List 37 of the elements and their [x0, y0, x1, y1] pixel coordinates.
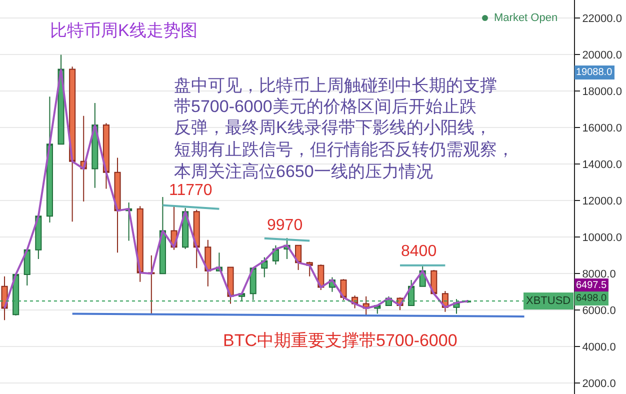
- candlestick: [148, 254, 155, 314]
- annotation: 短期有止跌信号，但行情能否反转仍需观察，: [174, 140, 514, 159]
- y-tick-label: 6000.0: [582, 304, 616, 317]
- y-tick-label: 10000.0: [582, 232, 622, 244]
- y-tick-label: 22000.0: [582, 13, 622, 26]
- annotation: 反弹，最终周K线录得带下影线的小阳线，: [174, 118, 492, 137]
- candlestick: [114, 157, 121, 254]
- y-tick-label: 2000.0: [582, 378, 616, 390]
- candlestick: [204, 239, 212, 287]
- candlestick: [35, 216, 42, 260]
- y-tick-label: 20000.0: [582, 50, 622, 62]
- candlestick: [46, 96, 53, 224]
- candlestick: [24, 249, 30, 286]
- annotation: 带5700-6000美元的价格区间后开始止跌: [174, 97, 476, 116]
- annotation: 9970: [267, 217, 303, 234]
- y-tick-label: 18000.0: [582, 86, 622, 98]
- candlestick: [136, 206, 144, 282]
- annotation: BTC中期重要支撑带5700-6000: [223, 331, 458, 350]
- annotation: Market Open: [494, 12, 558, 24]
- annotation: 本周关注高位6650一线的压力情况: [174, 162, 433, 181]
- candlestick: [193, 209, 200, 269]
- candlestick: [250, 268, 256, 301]
- annotation: 8400: [401, 243, 437, 260]
- candlestick: [69, 66, 76, 222]
- y-tick-label: 4000.0: [582, 341, 616, 354]
- annotation: 11770: [169, 182, 212, 199]
- y-tick-label: 16000.0: [582, 122, 622, 135]
- text: 比特币周K线走势图: [50, 20, 198, 40]
- y-tick-label: 8000.0: [582, 268, 616, 280]
- text: 6498.0: [576, 293, 608, 304]
- candlestick: [102, 122, 110, 190]
- ref-line-label: XBTUSD: [526, 295, 571, 307]
- y-tick-label: 12000.0: [582, 196, 622, 208]
- text: 19088.0: [576, 67, 613, 78]
- y-tick-label: 14000.0: [582, 159, 622, 172]
- annotation: 盘中可见，比特币上周触碰到中长期的支撑: [174, 76, 497, 95]
- text: 6497.5: [576, 280, 608, 291]
